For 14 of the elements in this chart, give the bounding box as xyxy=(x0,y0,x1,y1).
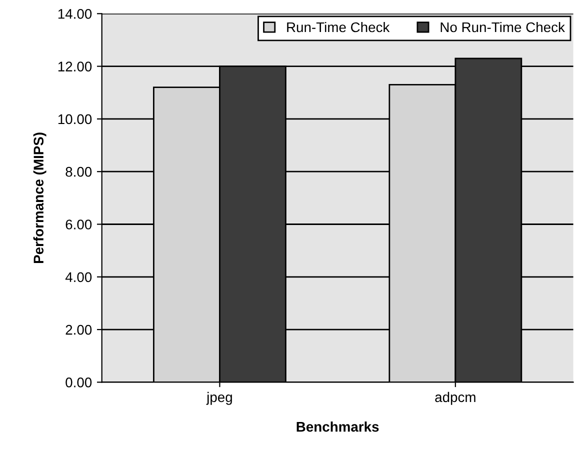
y-tick-label: 4.00 xyxy=(65,272,92,282)
x-tick-label: jpeg xyxy=(206,392,232,405)
y-tick-label: 6.00 xyxy=(66,220,92,230)
y-tick-label: 2.00 xyxy=(66,324,92,335)
y-tick-label: 10.00 xyxy=(58,114,92,124)
y-tick-label: 0.00 xyxy=(66,378,92,388)
y-tick-label: 8.00 xyxy=(66,166,92,177)
y-tick-label: 12.00 xyxy=(58,62,92,72)
x-tick-label: adpcm xyxy=(435,392,476,405)
y-tick-label: 14.00 xyxy=(58,8,92,19)
legend-label: Run-Time Check xyxy=(287,22,390,32)
y-axis-title: Performance (MIPS) xyxy=(33,132,46,263)
legend-label: No Run-Time Check xyxy=(440,22,565,32)
x-axis-title: Benchmarks xyxy=(296,422,379,432)
